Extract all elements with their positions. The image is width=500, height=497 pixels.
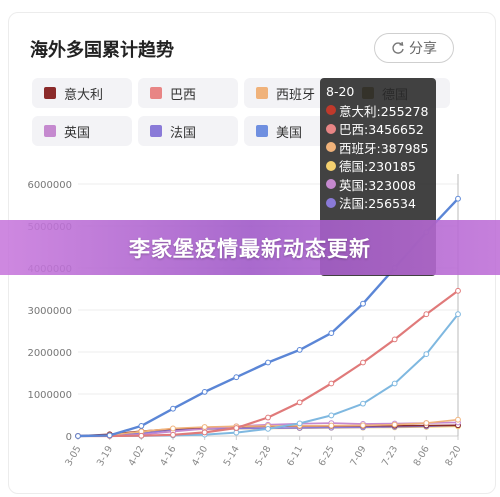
legend-label: 意大利 bbox=[64, 87, 104, 103]
legend-label: 西班牙 bbox=[276, 87, 316, 103]
data-point bbox=[106, 432, 113, 439]
tooltip-dot bbox=[326, 142, 336, 153]
share-label: 分享 bbox=[409, 41, 437, 57]
data-point bbox=[265, 425, 271, 432]
legend-label: 英国 bbox=[64, 125, 91, 141]
data-point bbox=[360, 400, 366, 407]
x-tick-label: 8-06 bbox=[412, 444, 432, 468]
banner-text: 李家堡疫情最新动态更新 bbox=[129, 236, 371, 261]
data-point bbox=[455, 311, 461, 318]
data-point bbox=[391, 421, 398, 428]
y-tick-label: 1000000 bbox=[27, 390, 72, 401]
data-point bbox=[455, 416, 461, 423]
x-tick-label: 7-09 bbox=[348, 444, 368, 468]
legend-item[interactable]: 巴西 bbox=[138, 78, 238, 108]
x-tick-label: 5-28 bbox=[253, 444, 273, 468]
tooltip-row: 西班牙:387985 bbox=[326, 138, 430, 157]
x-tick-label: 8-20 bbox=[443, 444, 463, 468]
data-point bbox=[391, 336, 398, 343]
tooltip-dot bbox=[326, 197, 336, 208]
x-tick-label: 6-25 bbox=[317, 444, 337, 468]
data-point bbox=[328, 422, 335, 429]
x-tick-label: 3-05 bbox=[63, 444, 83, 468]
y-tick-label: 3000000 bbox=[27, 306, 72, 317]
legend-item[interactable]: 法国 bbox=[138, 116, 238, 146]
data-point bbox=[233, 429, 240, 436]
tooltip-value: 巴西:3456652 bbox=[339, 122, 424, 138]
tooltip-value: 法国:256534 bbox=[339, 196, 416, 212]
data-point bbox=[138, 432, 145, 439]
data-point bbox=[170, 425, 176, 432]
data-point bbox=[233, 425, 240, 431]
legend-label: 巴西 bbox=[170, 87, 197, 103]
data-point bbox=[201, 424, 208, 430]
data-point bbox=[455, 195, 461, 202]
tooltip-value: 英国:323008 bbox=[339, 177, 416, 193]
share-icon bbox=[392, 41, 404, 54]
legend-swatch bbox=[150, 125, 162, 137]
tooltip-value: 西班牙:387985 bbox=[339, 140, 429, 156]
tooltip-value: 德国:230185 bbox=[339, 159, 416, 175]
tooltip-dot bbox=[326, 123, 336, 134]
y-tick-label: 0 bbox=[66, 432, 72, 443]
data-point bbox=[265, 359, 271, 366]
data-point bbox=[201, 389, 208, 395]
tooltip-date: 8-20 bbox=[326, 84, 355, 99]
data-point bbox=[423, 420, 430, 426]
data-point bbox=[328, 380, 335, 387]
tooltip-row: 法国:256534 bbox=[326, 194, 430, 213]
data-point bbox=[328, 412, 335, 419]
data-point bbox=[296, 399, 303, 406]
legend-label: 法国 bbox=[170, 125, 197, 141]
y-tick-label: 6000000 bbox=[27, 180, 72, 191]
chart-title: 海外多国累计趋势 bbox=[30, 40, 174, 61]
data-point bbox=[75, 433, 81, 439]
tooltip-row: 巴西:3456652 bbox=[326, 120, 430, 139]
x-tick-label: 5-14 bbox=[222, 444, 242, 468]
x-tick-label: 3-19 bbox=[95, 444, 115, 468]
data-point bbox=[455, 287, 461, 294]
headline-banner: 李家堡疫情最新动态更新 bbox=[0, 220, 500, 275]
data-point bbox=[360, 422, 366, 429]
data-point bbox=[360, 359, 366, 366]
tooltip-row: 德国:230185 bbox=[326, 157, 430, 176]
tooltip-dot bbox=[326, 105, 336, 116]
x-tick-label: 4-02 bbox=[127, 444, 147, 468]
legend-swatch bbox=[150, 87, 162, 99]
legend-label: 美国 bbox=[276, 125, 303, 141]
data-point bbox=[360, 300, 366, 307]
data-point bbox=[423, 351, 430, 358]
legend-swatch bbox=[256, 125, 268, 137]
data-point bbox=[296, 347, 303, 353]
x-tick-label: 4-16 bbox=[158, 444, 178, 468]
data-point bbox=[423, 311, 430, 318]
data-point bbox=[170, 431, 176, 438]
data-point bbox=[233, 374, 240, 381]
data-point bbox=[328, 330, 335, 337]
data-point bbox=[170, 405, 176, 412]
data-point bbox=[201, 429, 208, 436]
data-point bbox=[296, 420, 303, 427]
legend-swatch bbox=[256, 87, 268, 99]
tooltip-dot bbox=[326, 160, 336, 171]
y-tick-label: 2000000 bbox=[27, 348, 72, 359]
tooltip-value: 意大利:255278 bbox=[339, 103, 429, 119]
data-point bbox=[265, 414, 271, 421]
legend-item[interactable]: 意大利 bbox=[32, 78, 132, 108]
tooltip-dot bbox=[326, 179, 336, 190]
x-tick-label: 7-23 bbox=[380, 444, 400, 468]
share-button[interactable]: 分享 bbox=[374, 33, 454, 63]
data-point bbox=[391, 380, 398, 387]
legend-swatch bbox=[44, 87, 56, 99]
tooltip-row: 英国:323008 bbox=[326, 175, 430, 194]
x-tick-label: 4-30 bbox=[190, 444, 210, 468]
data-point bbox=[138, 423, 145, 429]
x-tick-label: 6-11 bbox=[285, 444, 305, 468]
legend-swatch bbox=[44, 125, 56, 137]
legend-item[interactable]: 英国 bbox=[32, 116, 132, 146]
tooltip-row: 意大利:255278 bbox=[326, 101, 430, 120]
